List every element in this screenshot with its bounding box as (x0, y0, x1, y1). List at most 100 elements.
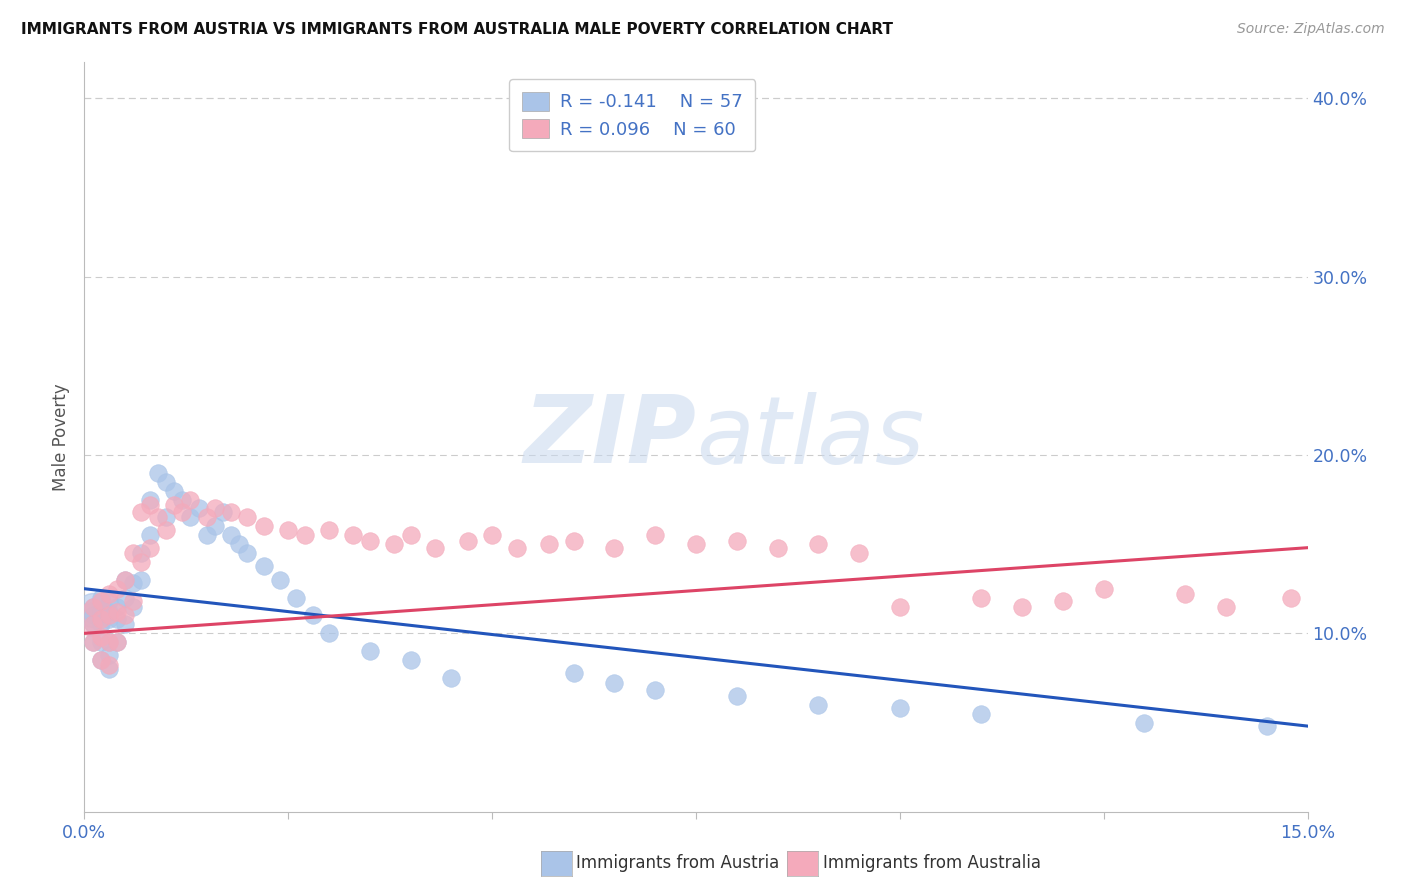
Point (219, 505, 242, 519)
Point (1215, 599, 1237, 614)
Point (97, 648, 120, 662)
Point (138, 498, 160, 512)
Point (1133, 715, 1156, 730)
Point (399, 528, 422, 542)
Point (212, 505, 235, 519)
Point (105, 599, 128, 614)
Text: Source: ZipAtlas.com: Source: ZipAtlas.com (1237, 22, 1385, 37)
Point (1279, 591, 1302, 605)
Point (253, 558, 276, 573)
Point (970, 591, 993, 605)
Point (105, 605, 128, 619)
Point (90, 594, 112, 608)
Point (440, 671, 463, 685)
Point (725, 533, 748, 548)
Point (114, 573, 136, 587)
Point (131, 555, 153, 569)
Point (146, 510, 169, 524)
Point (179, 510, 201, 524)
Point (725, 689, 748, 703)
Point (562, 665, 585, 680)
Point (1011, 599, 1033, 614)
Point (359, 644, 381, 658)
Point (481, 528, 503, 542)
Y-axis label: Male Poverty: Male Poverty (52, 384, 70, 491)
Point (399, 653, 422, 667)
Point (236, 546, 259, 560)
Point (172, 505, 194, 519)
Point (122, 594, 145, 608)
Point (155, 475, 177, 489)
Point (766, 541, 789, 555)
Point (122, 599, 145, 614)
Point (423, 541, 446, 555)
Point (97, 635, 120, 649)
Point (114, 573, 136, 587)
Point (685, 537, 707, 551)
Point (228, 537, 250, 551)
Point (82, 612, 104, 626)
Point (82, 635, 104, 649)
Point (97, 587, 120, 601)
Point (131, 546, 153, 560)
Point (90, 605, 112, 619)
Point (359, 533, 381, 548)
Point (1052, 594, 1074, 608)
Text: Immigrants from Austria: Immigrants from Austria (576, 855, 780, 872)
Point (457, 533, 479, 548)
Point (97, 605, 120, 619)
Point (90, 630, 112, 644)
Point (146, 466, 169, 480)
Point (131, 573, 153, 587)
Point (138, 528, 160, 542)
Point (82, 599, 104, 614)
Point (644, 683, 666, 698)
Point (114, 608, 136, 623)
Point (848, 546, 870, 560)
Text: IMMIGRANTS FROM AUSTRIA VS IMMIGRANTS FROM AUSTRALIA MALE POVERTY CORRELATION CH: IMMIGRANTS FROM AUSTRIA VS IMMIGRANTS FR… (21, 22, 893, 37)
Point (82, 617, 104, 632)
Point (603, 541, 626, 555)
Point (219, 528, 242, 542)
Legend: R = -0.141    N = 57, R = 0.096    N = 60: R = -0.141 N = 57, R = 0.096 N = 60 (509, 79, 755, 152)
Point (105, 612, 128, 626)
Point (97, 612, 120, 626)
Point (97, 662, 120, 676)
Point (807, 698, 830, 712)
Point (179, 492, 201, 507)
Point (131, 505, 153, 519)
Point (236, 510, 259, 524)
Point (970, 706, 993, 721)
Point (1256, 719, 1278, 733)
Point (195, 528, 218, 542)
Point (644, 528, 666, 542)
Point (82, 617, 104, 632)
Point (114, 617, 136, 632)
Point (889, 701, 911, 715)
Point (90, 635, 112, 649)
Point (97, 635, 120, 649)
Point (114, 591, 136, 605)
Point (204, 501, 226, 516)
Point (90, 617, 112, 632)
Point (82, 599, 104, 614)
Text: atlas: atlas (696, 392, 924, 483)
Point (105, 635, 128, 649)
Point (277, 523, 299, 537)
Point (105, 582, 128, 596)
Point (172, 492, 194, 507)
Point (301, 608, 323, 623)
Point (318, 626, 340, 640)
Point (90, 653, 112, 667)
Point (285, 591, 308, 605)
Point (342, 528, 364, 542)
Point (382, 537, 405, 551)
Point (97, 658, 120, 673)
Point (97, 594, 120, 608)
Point (163, 498, 186, 512)
Point (90, 591, 112, 605)
Point (187, 501, 209, 516)
Point (82, 608, 104, 623)
Point (163, 483, 186, 498)
Point (318, 523, 340, 537)
